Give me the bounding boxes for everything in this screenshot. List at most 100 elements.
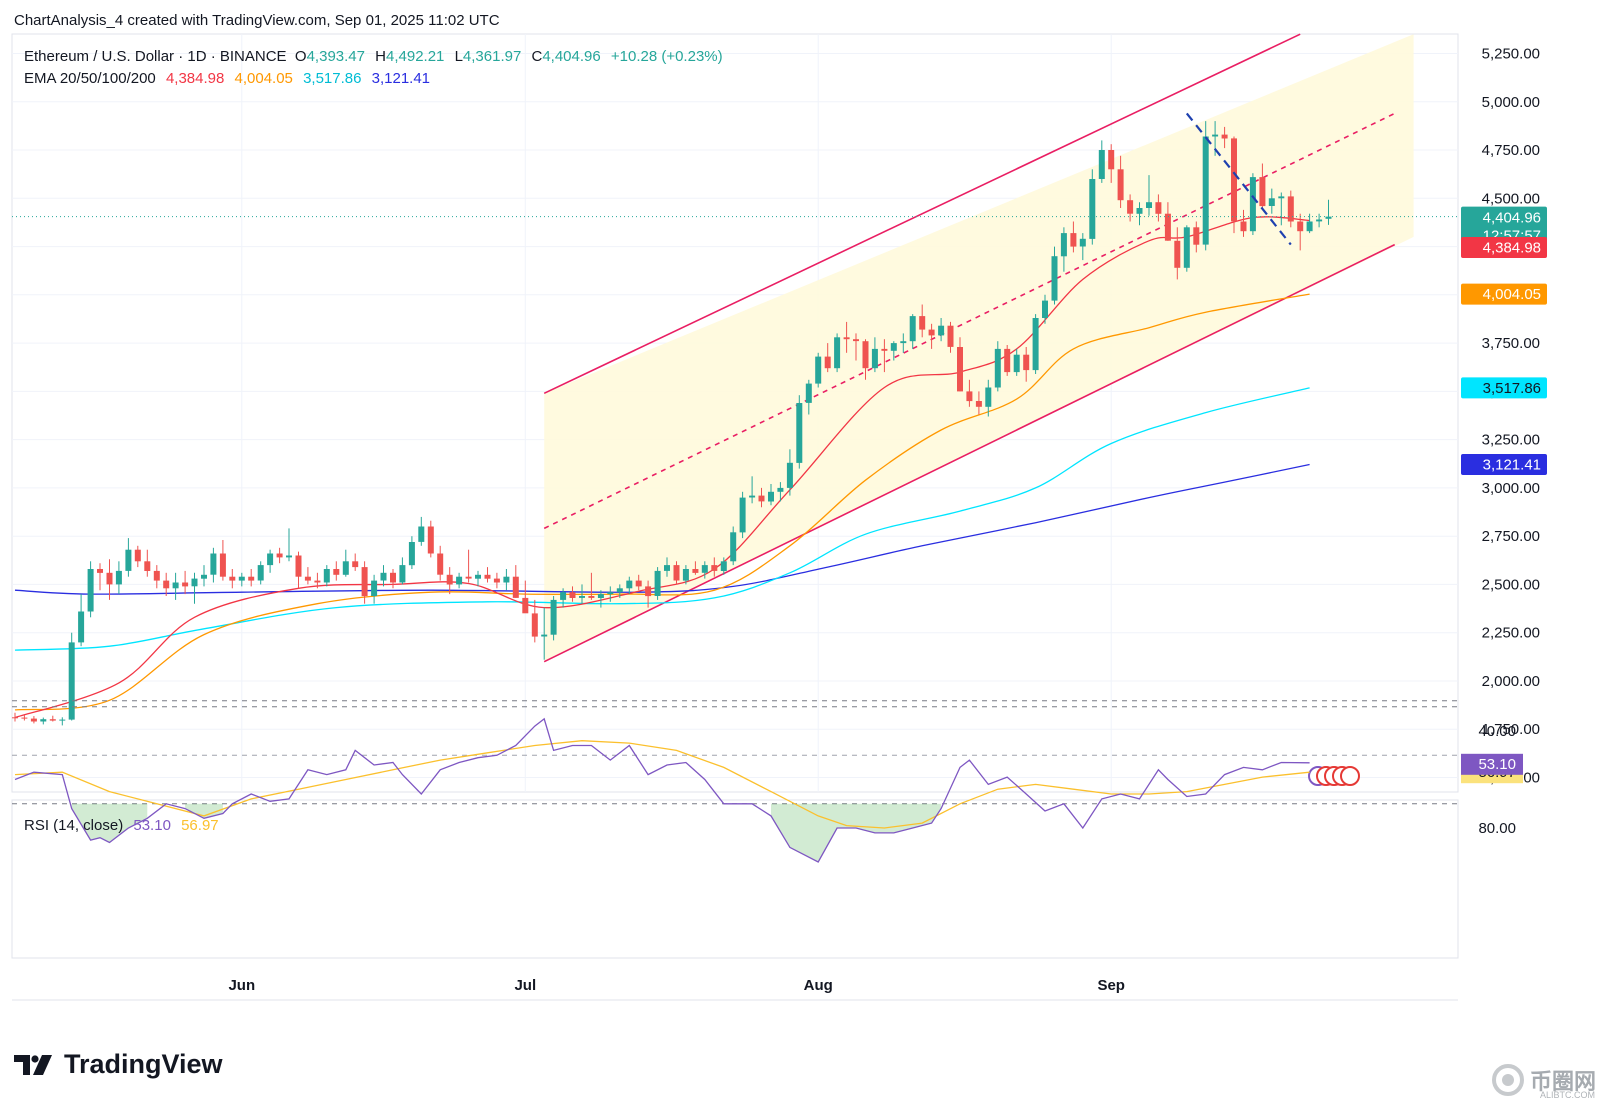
candle-body [1108,150,1115,170]
candle-body [1297,221,1304,232]
candle-body [768,491,774,502]
chart-caption: ChartAnalysis_4 created with TradingView… [14,12,500,29]
symbol-title[interactable]: Ethereum / U.S. Dollar · 1D · BINANCE [24,48,287,65]
open-value: 4,393.47 [306,48,365,65]
rsi-value: 53.10 [133,817,171,834]
candle-body [805,383,812,403]
candle-body [12,717,18,719]
rsi-legend: RSI (14, close) 53.10 56.97 [24,817,225,834]
candle-body [1146,202,1152,208]
ema50-price-tag: 4,004.05 [1483,286,1541,303]
candle-body [1231,138,1237,222]
candle-body [739,497,746,533]
candle-body [1268,198,1275,206]
rsi-axis-tick: 80.00 [1478,820,1516,837]
candle-body [399,565,406,583]
candle-body [909,316,916,342]
rsi-axis-tick: 40.00 [1478,723,1516,740]
rsi-pane [11,799,1459,959]
candle-body [569,592,576,598]
rsi-label[interactable]: RSI (14, close) [24,817,124,834]
candle-body [692,569,699,573]
candle-body [607,592,614,595]
last-price-tag-bg [1461,206,1547,245]
channel-lower-line [543,243,1396,663]
tradingview-logo-text: TradingView [64,1049,223,1079]
candle-body [427,526,434,554]
candle-body [295,555,302,577]
candle-body [1089,179,1096,239]
candle-body [588,596,595,598]
candle-body [503,576,510,583]
open-label: O [294,48,307,65]
candle-body [824,356,831,369]
ema200-price-tag-bg [1461,454,1547,475]
candle-body [1316,219,1323,222]
candle-body [786,462,793,488]
candle-body [1240,221,1247,232]
candle-body [957,347,963,392]
candle-body [597,594,604,598]
candle-body [664,565,670,571]
candle-body [512,576,519,598]
candle-body [144,561,151,571]
rsi-line [14,717,1310,863]
price-axis-tick: 2,750.00 [1482,528,1540,545]
candle-body [881,348,888,351]
candle-body [834,337,841,369]
candle-body [1079,238,1086,247]
candle-body [635,580,642,587]
candle-body [928,329,935,336]
price-axis-tick: 1,750.00 [1482,721,1540,738]
candle-body [115,570,122,585]
last-price-tag: 4,404.96 [1483,210,1541,227]
close-label: C [531,48,543,65]
candle-body [1098,150,1105,179]
time-axis-label: Jul [514,977,536,994]
candle-body [361,567,368,597]
candle-body [1183,227,1190,268]
ema-label[interactable]: EMA 20/50/100/200 [24,70,156,87]
high-label: H [375,48,386,65]
candle-body [1155,202,1162,214]
candle-body [673,565,680,581]
candle-body [1325,216,1332,219]
price-axis-tick: 3,000.00 [1482,480,1540,497]
candle-body [323,569,330,583]
candle-body [682,569,689,581]
candle-body [966,391,973,402]
time-axis-label: Jun [228,977,255,994]
candle-body [1164,213,1171,241]
channel-mid-line [543,112,1396,530]
candle-body [390,572,396,583]
price-axis-tick: 5,250.00 [1482,46,1540,63]
candle-body [522,597,529,614]
candle-body [493,578,500,583]
symbol-legend: Ethereum / U.S. Dollar · 1D · BINANCE O4… [24,48,723,65]
candle-body [87,569,94,612]
candle-body [333,569,340,575]
ema100-line [14,387,1310,651]
ema100-price-tag-bg [1461,377,1547,399]
close-value: 4,404.96 [542,48,601,65]
candle-body [1306,221,1313,232]
candle-body [1070,233,1077,247]
candle-body [1136,208,1143,214]
candle-body [125,549,132,571]
tradingview-logo[interactable]: TradingView [14,1049,223,1080]
candle-body [1032,318,1039,371]
rsi-overbought-fill [771,803,942,862]
low-label: L [454,48,463,65]
candle-body [40,719,47,722]
candle-body [560,592,567,600]
candle-body [796,403,803,463]
candle-body [711,565,718,571]
candle-body [229,576,236,581]
candle-body [78,611,85,643]
candle-body [890,343,897,351]
candle-body [1174,240,1181,268]
event-flag-icon [1340,766,1360,786]
descending-trendline [1185,112,1292,246]
time-axis-label: Sep [1097,977,1125,994]
